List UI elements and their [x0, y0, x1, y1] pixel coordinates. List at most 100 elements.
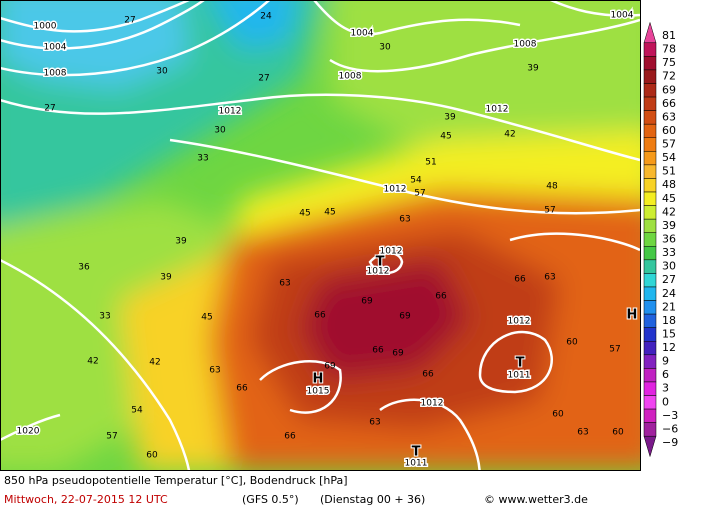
- theta-label: 66: [422, 370, 434, 380]
- theta-label: 63: [399, 215, 410, 225]
- isobar-label: 1012: [486, 105, 509, 115]
- isobar-label: 1012: [384, 185, 407, 195]
- legend-label: 21: [662, 300, 676, 313]
- theta-label: 54: [410, 176, 422, 186]
- legend-label: 6: [662, 368, 669, 381]
- theta-label: 66: [514, 275, 526, 285]
- color-swatch: [643, 273, 657, 288]
- theta-label: 48: [546, 182, 558, 192]
- color-swatch: [643, 205, 657, 220]
- field-blobs: [1, 1, 640, 470]
- isobar-label: 1011: [405, 459, 428, 469]
- legend-label: 39: [662, 219, 676, 232]
- color-swatch: [643, 286, 657, 301]
- theta-label: 60: [612, 428, 624, 438]
- theta-label: 66: [372, 346, 384, 356]
- legend-label: 36: [662, 233, 676, 246]
- legend-label: 72: [662, 70, 676, 83]
- theta-label: 57: [544, 206, 555, 216]
- color-swatch: [643, 313, 657, 328]
- theta-label: 60: [566, 338, 578, 348]
- legend-label: −9: [662, 436, 678, 449]
- theta-label: 66: [236, 384, 248, 394]
- color-legend: 8178757269666360575451484542393633302724…: [643, 21, 678, 458]
- theta-label: 33: [197, 154, 208, 164]
- legend-label: −6: [662, 422, 678, 435]
- theta-label: 39: [160, 273, 172, 283]
- legend-label: 27: [662, 273, 676, 286]
- theta-label: 27: [44, 104, 55, 114]
- color-swatch: [643, 123, 657, 139]
- map-labels: 27 24302730273033393942454851545763454539…: [15, 9, 638, 470]
- color-swatch: [643, 341, 657, 356]
- legend-label: −3: [662, 409, 678, 422]
- legend-label: 30: [662, 260, 676, 273]
- legend-label: 66: [662, 97, 676, 110]
- theta-label: 63: [577, 428, 588, 438]
- footer-date: Mittwoch, 22-07-2015 12 UTC: [4, 493, 168, 506]
- theta-label: 30: [379, 43, 391, 53]
- isobar-label: 1008: [514, 40, 537, 50]
- footer-credit: © www.wetter3.de: [484, 493, 588, 506]
- legend-arrow: [643, 435, 657, 458]
- theta-label: 66: [435, 292, 447, 302]
- map-frame: [0, 0, 641, 471]
- theta-label: 42: [87, 357, 98, 367]
- theta-label: 45: [324, 208, 335, 218]
- theta-label: 42: [504, 130, 515, 140]
- color-swatch: [643, 381, 657, 396]
- pressure-center: T: [376, 255, 385, 270]
- theta-label: 63: [209, 366, 220, 376]
- theta-label: 57: [106, 432, 117, 442]
- theta-label: 54: [131, 406, 143, 416]
- color-swatch: [643, 96, 657, 111]
- theta-label: 39: [527, 64, 539, 74]
- footer-model: (GFS 0.5°): [242, 493, 299, 506]
- isobar-label: 1012: [421, 399, 444, 409]
- color-swatch: [643, 395, 657, 410]
- theta-label: 45: [201, 313, 212, 323]
- color-swatch: [643, 408, 657, 423]
- isobar-label: 1004: [611, 11, 634, 21]
- theta-label: 30: [156, 67, 168, 77]
- footer: 850 hPa pseudopotentielle Temperatur [°C…: [4, 474, 588, 506]
- legend-arrow: [643, 21, 657, 44]
- theta-label: 66: [314, 311, 326, 321]
- color-swatch: [643, 232, 657, 247]
- legend-label: 75: [662, 56, 676, 69]
- legend-label: 15: [662, 327, 676, 340]
- isobar-label: 1008: [44, 69, 67, 79]
- map-field: [1, 1, 640, 470]
- theta-label: 39: [444, 113, 456, 123]
- pressure-center: T: [516, 356, 525, 371]
- legend-label: 60: [662, 124, 676, 137]
- footer-run: (Dienstag 00 + 36): [320, 493, 425, 506]
- theta-label: 63: [279, 279, 290, 289]
- color-swatch: [643, 368, 657, 383]
- legend-label: 54: [662, 151, 676, 164]
- color-swatch: [643, 354, 657, 369]
- theta-label: 63: [544, 273, 555, 283]
- color-swatch: [643, 83, 657, 98]
- pressure-center: H: [627, 308, 638, 323]
- theta-label: 66: [284, 432, 296, 442]
- legend-label: 33: [662, 246, 676, 259]
- legend-label: 57: [662, 138, 676, 151]
- isobar-label: 1020: [17, 427, 40, 437]
- legend-label: 0: [662, 395, 669, 408]
- pressure-center: T: [412, 445, 421, 460]
- legend-label: 78: [662, 43, 676, 56]
- footer-title: 850 hPa pseudopotentielle Temperatur [°C…: [4, 474, 348, 487]
- theta-label: 24: [260, 12, 272, 22]
- theta-label: 39: [175, 237, 187, 247]
- isobar-label: 1011: [508, 371, 531, 381]
- isobars: [1, 1, 640, 470]
- legend-label: 18: [662, 314, 676, 327]
- color-swatch: [643, 164, 657, 179]
- legend-label: 9: [662, 355, 669, 368]
- legend-label: 51: [662, 165, 676, 178]
- color-swatch: [643, 259, 657, 274]
- theta-label: 60: [146, 451, 158, 461]
